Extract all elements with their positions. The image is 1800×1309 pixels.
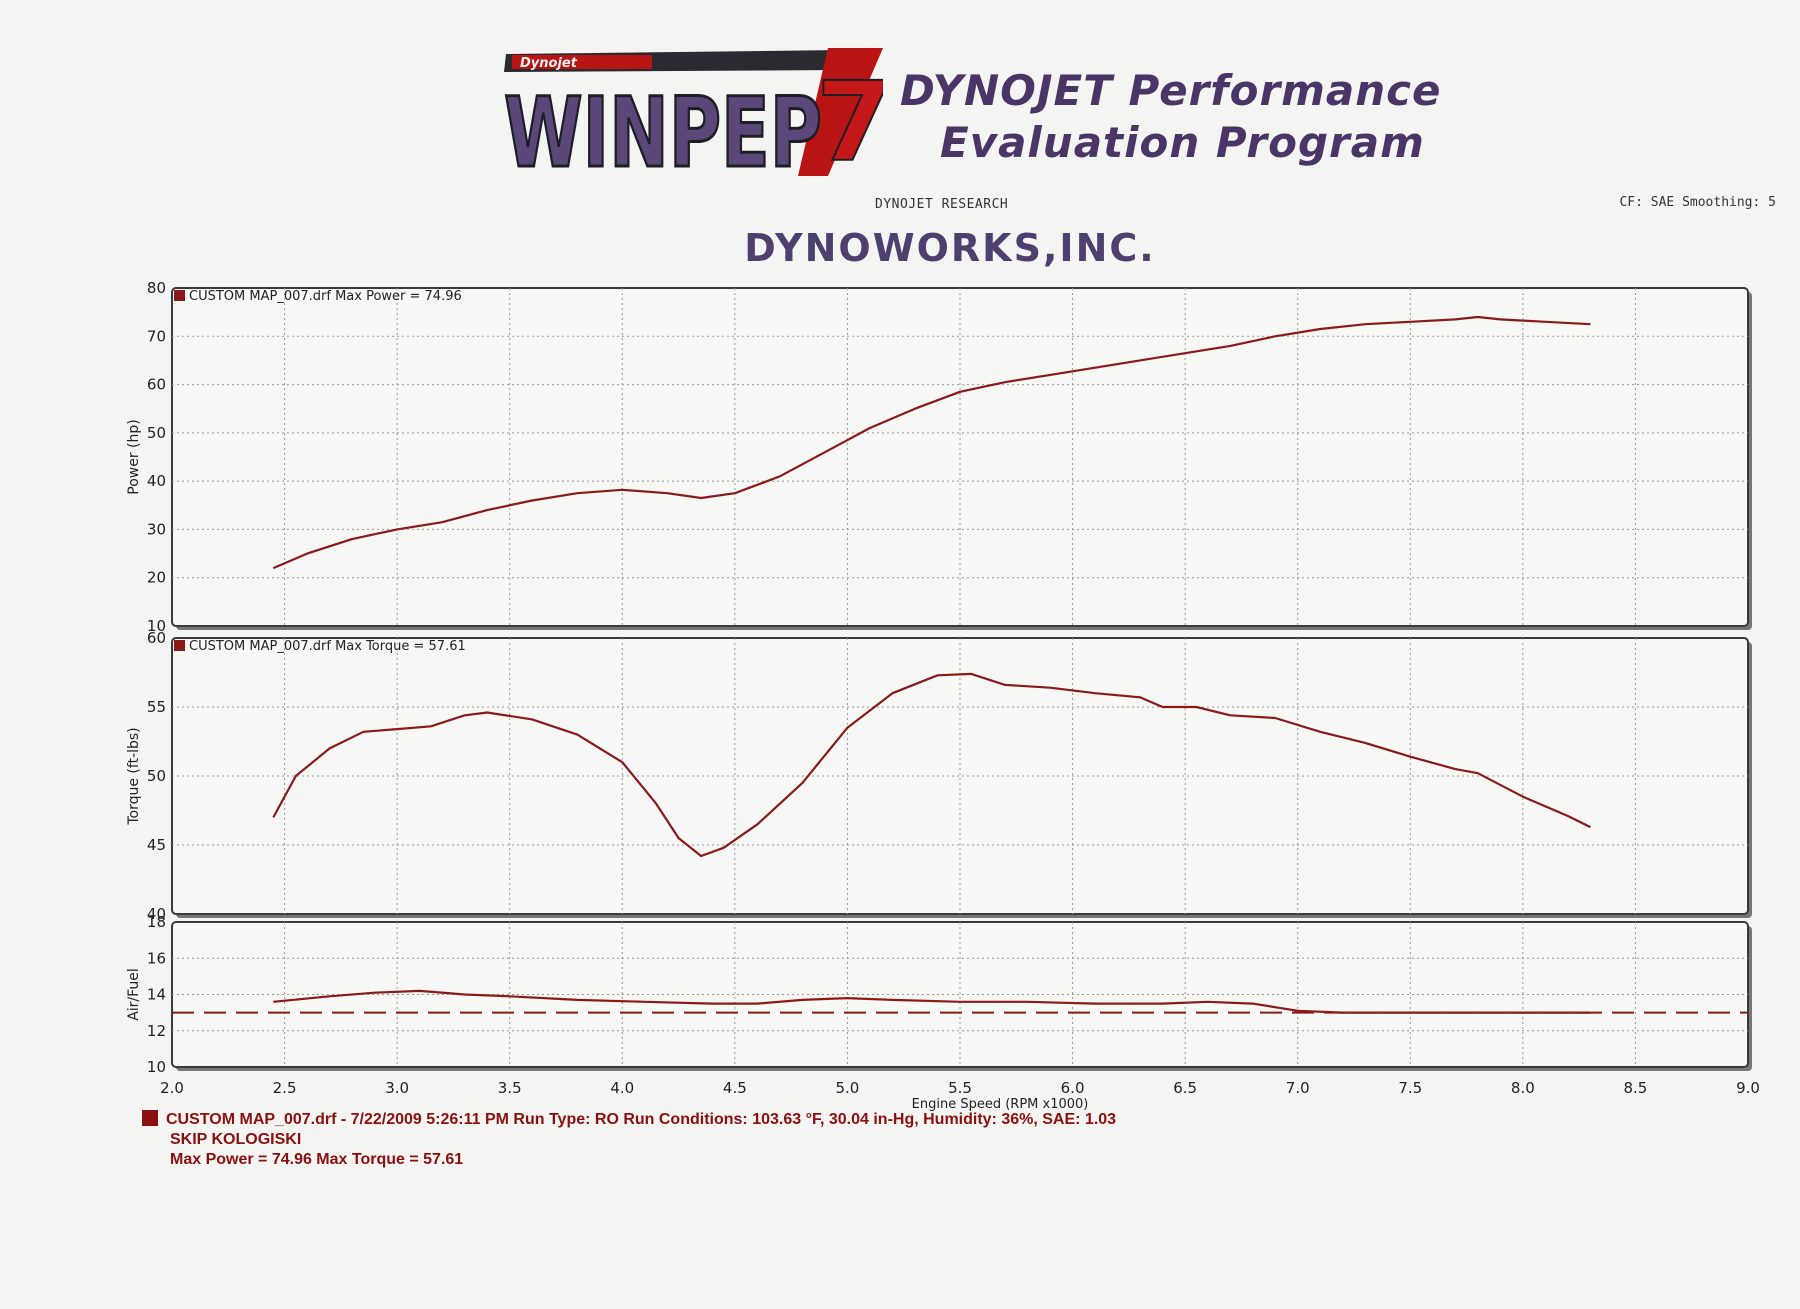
y-tick-label: 50 [147,767,166,785]
run-swatch [142,1110,158,1126]
y-tick-label: 40 [147,472,166,490]
operator-name: SKIP KOLOGISKI [170,1131,302,1148]
x-tick-label: 4.5 [723,1079,747,1097]
legend-swatch [174,290,185,301]
y-tick-label: 70 [147,327,166,345]
torque-curve [272,672,1591,858]
logo-brand: WINPEP [504,77,822,178]
y-tick-label: 55 [147,698,166,716]
legend-entry: CUSTOM MAP_007.drf Max Power = 74.96 [189,289,462,304]
legend-entry: CUSTOM MAP_007.drf Max Torque = 57.61 [189,639,466,654]
x-tick-label: 8.0 [1511,1079,1535,1097]
y-tick-label: 60 [147,376,166,394]
x-tick-label: 2.5 [273,1079,297,1097]
research-label: DYNOJET RESEARCH [875,197,1009,212]
x-tick-label: 9.0 [1736,1079,1760,1097]
y-tick-label: 16 [147,949,166,967]
y-axis-label: Power (hp) [126,419,142,494]
logo-badge: Dynojet [520,56,578,71]
x-tick-label: 5.0 [835,1079,859,1097]
x-tick-label: 8.5 [1623,1079,1647,1097]
y-tick-label: 80 [147,279,166,297]
y-tick-label: 30 [147,520,166,538]
airfuel-curve [273,989,1591,1014]
x-tick-label: 7.5 [1398,1079,1422,1097]
correction-settings: CF: SAE Smoothing: 5 [1619,195,1776,210]
y-axis-label: Torque (ft-lbs) [126,727,142,825]
y-tick-label: 18 [147,913,166,931]
winpep-logo: Dynojet WINPEP 7 [498,48,894,191]
y-tick-label: 20 [147,569,166,587]
y-tick-label: 60 [147,629,166,647]
x-tick-label: 7.0 [1286,1079,1310,1097]
program-title-line1: DYNOJET Performance [900,66,1442,115]
run-info: CUSTOM MAP_007.drf - 7/22/2009 5:26:11 P… [142,1110,1116,1170]
x-tick-label: 6.0 [1061,1079,1085,1097]
y-tick-label: 14 [147,986,166,1004]
x-tick-label: 3.0 [385,1079,409,1097]
logo-version: 7 [816,58,883,178]
x-tick-label: 6.5 [1173,1079,1197,1097]
x-axis-label: Engine Speed (RPM x1000) [912,1097,1089,1112]
max-values: Max Power = 74.96 Max Torque = 57.61 [170,1151,464,1168]
company-title: DYNOWORKS,INC. [744,226,1156,270]
program-title-line2: Evaluation Program [940,118,1425,167]
y-tick-label: 50 [147,424,166,442]
x-tick-label: 3.5 [498,1079,522,1097]
y-axis-label: Air/Fuel [126,968,142,1021]
power-curve [272,315,1591,570]
run-line: CUSTOM MAP_007.drf - 7/22/2009 5:26:11 P… [166,1111,1117,1128]
y-tick-label: 40 [147,905,166,923]
x-tick-label: 2.0 [160,1079,184,1097]
y-tick-label: 45 [147,836,166,854]
y-tick-label: 10 [147,617,166,635]
y-tick-label: 12 [147,1022,166,1040]
y-tick-label: 10 [147,1058,166,1076]
x-tick-label: 4.0 [610,1079,634,1097]
legend-swatch [174,640,185,651]
x-tick-label: 5.5 [948,1079,972,1097]
